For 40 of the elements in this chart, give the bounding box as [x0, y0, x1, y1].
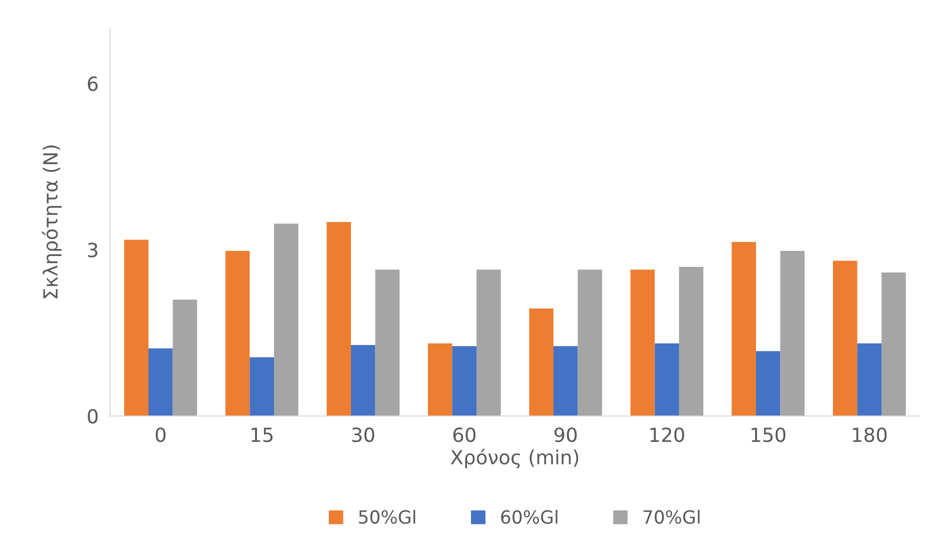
x-axis-title: Χρόνος (min) — [450, 448, 578, 468]
bar — [375, 270, 400, 416]
bar — [428, 343, 452, 416]
bar — [732, 242, 756, 416]
bar — [452, 346, 477, 416]
legend-label: 70%Gl — [644, 510, 700, 524]
x-tick-label: 120 — [650, 427, 684, 442]
bar — [630, 270, 655, 416]
y-tick-label: 6 — [88, 76, 98, 92]
bar — [124, 240, 148, 416]
bar — [148, 348, 173, 416]
bar — [476, 270, 501, 416]
x-tick-label: 90 — [554, 427, 577, 442]
bar — [756, 351, 780, 416]
bar — [578, 270, 602, 416]
x-tick-label: 0 — [156, 427, 166, 442]
legend-label: 50%Gl — [359, 510, 416, 524]
bar — [274, 224, 298, 416]
bar — [882, 272, 906, 416]
legend-label: 60%Gl — [501, 510, 558, 524]
y-tick-label: 0 — [88, 408, 98, 424]
x-tick-label: 150 — [752, 427, 786, 442]
x-tick-label: 180 — [852, 427, 887, 442]
bar — [553, 346, 578, 416]
x-tick-label: 60 — [453, 427, 476, 442]
x-tick-label: 15 — [252, 428, 273, 442]
bar — [679, 266, 704, 416]
x-tick-label: 30 — [352, 427, 374, 442]
y-tick-label: 3 — [88, 242, 98, 258]
bar — [780, 250, 805, 416]
bar — [529, 308, 554, 416]
bar — [250, 357, 274, 416]
bar — [857, 343, 882, 416]
y-axis-title: Σκληρότητα (N) — [42, 146, 62, 298]
bar — [832, 260, 858, 416]
bar — [350, 345, 376, 416]
bar — [172, 300, 198, 416]
bar — [654, 343, 680, 416]
bar — [225, 250, 250, 416]
bar — [326, 222, 351, 416]
